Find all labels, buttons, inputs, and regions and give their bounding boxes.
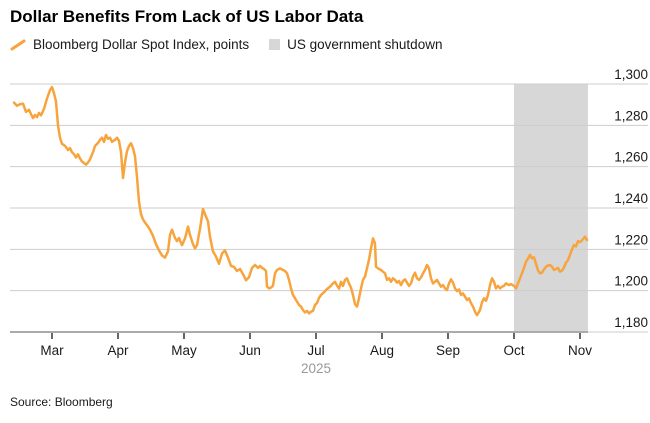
index-line: [12, 85, 589, 317]
legend: Bloomberg Dollar Spot Index, points US g…: [10, 37, 442, 52]
y-axis-label: 1,220: [614, 232, 648, 247]
month-tick-label: Sep: [436, 343, 460, 358]
chart-title: Dollar Benefits From Lack of US Labor Da…: [10, 7, 364, 26]
y-axis-label: 1,180: [614, 315, 648, 330]
month-tick-label: Aug: [370, 343, 394, 358]
legend-label-index: Bloomberg Dollar Spot Index, points: [33, 37, 250, 52]
month-tick-label: Jun: [239, 343, 261, 358]
month-tick-label: Jul: [307, 343, 324, 358]
y-axis-label: 1,280: [614, 108, 648, 123]
y-axis-label: 1,300: [614, 67, 648, 82]
band-swatch-icon: [269, 39, 281, 50]
source-note: Source: Bloomberg: [10, 395, 113, 409]
month-tick-label: Nov: [568, 343, 592, 358]
month-tick-label: Oct: [503, 343, 524, 358]
month-tick-label: Mar: [40, 343, 64, 358]
y-axis-label: 1,260: [614, 150, 648, 165]
month-tick-label: May: [171, 343, 197, 358]
y-axis-label: 1,240: [614, 191, 648, 206]
year-label: 2025: [301, 361, 331, 376]
y-axis-label: 1,200: [614, 274, 648, 289]
line-series-swatch-icon: [10, 39, 26, 50]
legend-item-index-line: Bloomberg Dollar Spot Index, points: [10, 37, 249, 52]
legend-item-shutdown-band: US government shutdown: [269, 37, 442, 52]
legend-label-shutdown: US government shutdown: [287, 37, 443, 52]
month-tick-label: Apr: [107, 343, 129, 358]
